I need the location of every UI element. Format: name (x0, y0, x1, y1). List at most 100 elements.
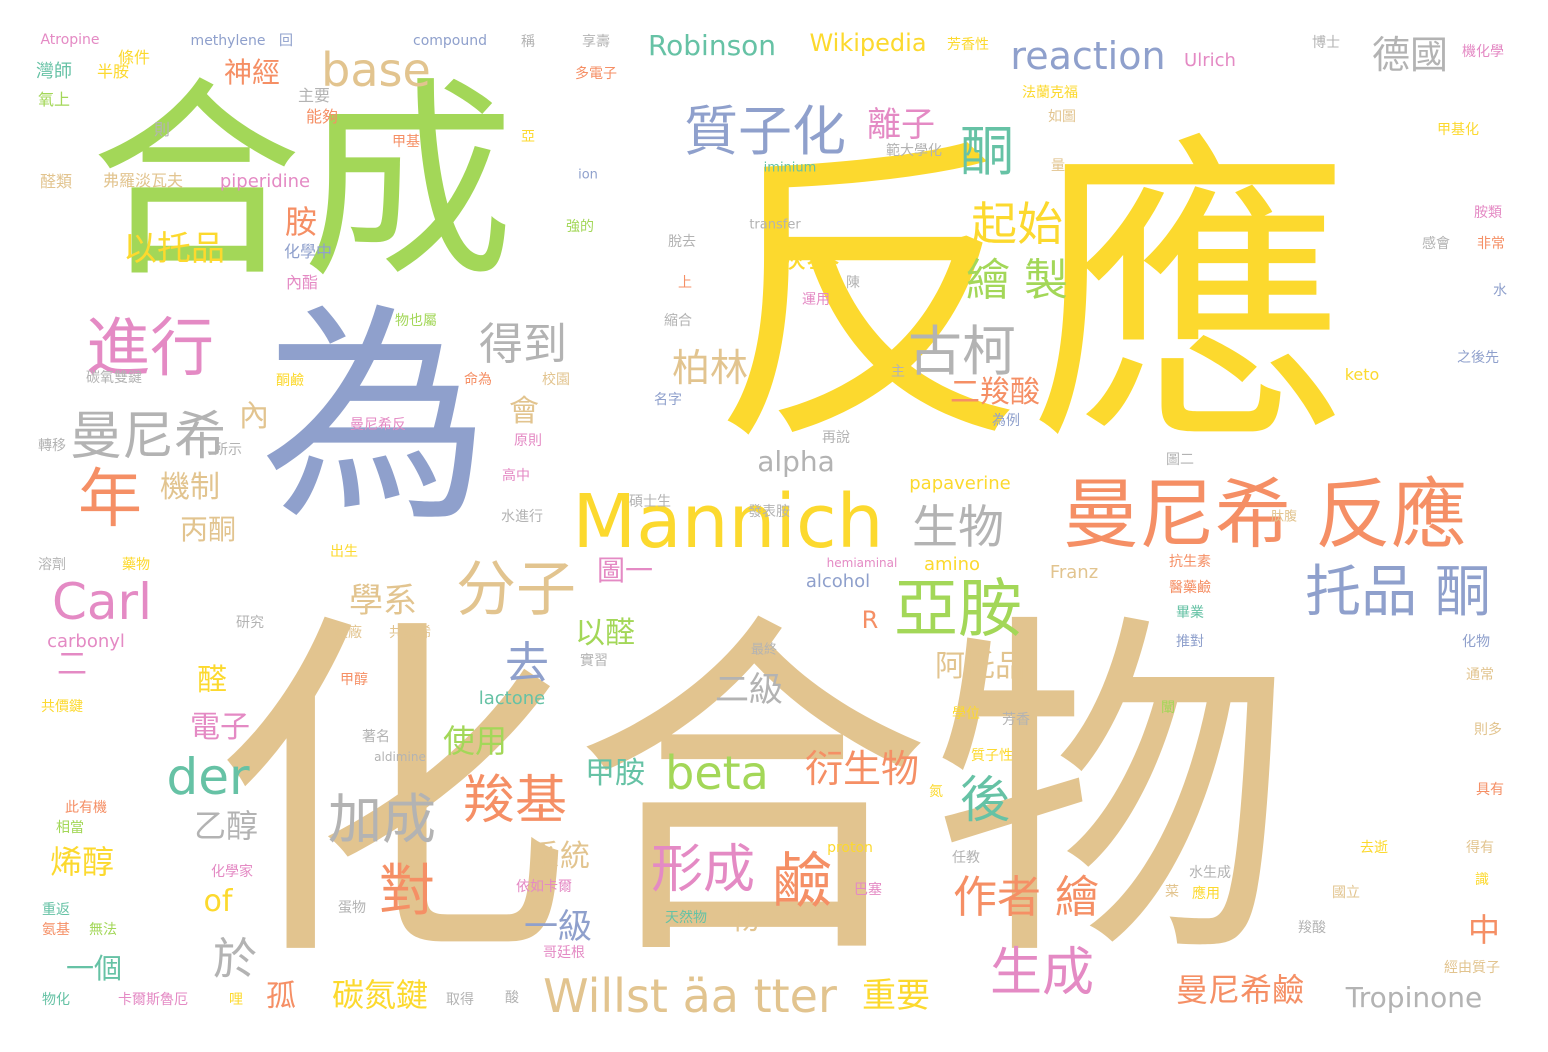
word: 醛 (197, 663, 227, 698)
word: 托品 酮 (1305, 560, 1491, 625)
word: 生物 (912, 500, 1004, 554)
word: 羰基 (772, 236, 840, 276)
word: 羧酸 (1298, 920, 1326, 936)
word: of (203, 884, 233, 919)
word: 形成 (650, 840, 756, 900)
word: 範大學化 (886, 143, 942, 159)
word: 醫藥鹼 (1169, 580, 1211, 596)
word: 內酯 (285, 273, 319, 292)
word: 分子 (456, 555, 576, 625)
word: Franz (1049, 562, 1099, 583)
word: 甲醇 (340, 672, 368, 688)
word: 酮鹼 (276, 373, 304, 389)
word: 溶劑 (38, 557, 66, 573)
word: 轉移 (38, 438, 66, 454)
word: 對 (379, 859, 435, 924)
word: 芳香 (1002, 712, 1030, 728)
word: 共價鍵 (41, 699, 83, 715)
word: 闡 (1161, 700, 1175, 716)
word: 神經 (223, 56, 281, 89)
word: 則多 (1474, 722, 1502, 738)
word: 實習 (580, 653, 608, 669)
word: 藥廠 (334, 625, 362, 641)
word: 藥物 (122, 557, 150, 573)
word: amino (924, 554, 980, 575)
word: Ulrich (1184, 50, 1236, 71)
word: 縮合 (664, 313, 692, 329)
word: 化物 (1462, 634, 1490, 650)
word: 蛋物 (338, 900, 366, 916)
word: 上 (678, 275, 692, 291)
word: 胺 (284, 203, 318, 241)
word: 氨基 (42, 922, 70, 938)
word: 研究 (236, 615, 264, 631)
word: alcohol (805, 571, 871, 592)
word: 一級 (524, 907, 592, 947)
word: 繪 製 (966, 255, 1068, 306)
word: alpha (757, 445, 835, 478)
word: 芳香性 (947, 37, 989, 53)
word: 二羧酸 (950, 375, 1040, 410)
word: 巴塞 (854, 882, 882, 898)
word: 甲胺 (585, 756, 645, 791)
word: hemiaminal (826, 556, 898, 570)
word: 卡爾斯魯厄 (118, 992, 188, 1008)
word: 依如卡爾 (516, 879, 572, 895)
word: 共聚烯 (389, 625, 431, 641)
word: reaction (1010, 34, 1166, 78)
word: 名字 (654, 392, 682, 408)
word: 酮 (960, 120, 1014, 183)
word: 著名 (362, 729, 390, 745)
word: 一個 (65, 952, 123, 985)
word: aldimine (374, 750, 426, 764)
word: 弗羅淡瓦夫 (102, 171, 184, 190)
word: 回 (279, 33, 293, 49)
word: 離子 (867, 105, 935, 145)
word: Mannich (572, 479, 884, 565)
word: 加成 (328, 788, 436, 851)
word: 再說 (822, 430, 850, 446)
word: 化合物 (212, 585, 1292, 1004)
word: 機制 (160, 470, 220, 505)
word: 胺類 (1474, 205, 1502, 221)
word: 出生 (330, 544, 358, 560)
word: 校園 (542, 372, 570, 388)
word: 稱 (521, 34, 535, 50)
word: 合成 (90, 59, 514, 306)
word: 碳氮鍵 (331, 976, 429, 1014)
word: 作者 繪 (953, 872, 1099, 923)
word: 所示 (214, 442, 242, 458)
word: Atropine (40, 32, 100, 48)
word: 條件 (117, 48, 151, 67)
word: 畢業 (1176, 605, 1204, 621)
word: 推對 (1176, 634, 1204, 650)
word: beta (665, 746, 769, 800)
word: 經由質子 (1444, 960, 1500, 976)
word: 運用 (802, 292, 830, 308)
word: keto (1344, 365, 1380, 384)
word: 圖一 (596, 554, 654, 587)
word: 抗生素 (1169, 554, 1211, 570)
word: 進行 (86, 312, 214, 386)
word: 為例 (992, 413, 1020, 429)
word: 應用 (1192, 886, 1220, 902)
word: 高中 (502, 468, 530, 484)
word: 丙酮 (179, 513, 237, 546)
word: 物化 (42, 992, 70, 1008)
word: 天然物 (665, 910, 707, 926)
word: 通常 (1466, 667, 1494, 683)
word: 年 (78, 463, 142, 537)
word: 衍生物 (804, 747, 920, 791)
word: R (861, 606, 879, 634)
word: 物 (730, 902, 760, 937)
word: 亞 (521, 129, 535, 145)
word: 碳氧雙鍵 (86, 370, 142, 386)
word: 機化學 (1462, 44, 1504, 60)
word: 氧上 (37, 90, 71, 109)
word: 如圖 (1048, 109, 1076, 125)
word: transfer (749, 217, 801, 233)
word: 曼尼希鹼 (1175, 971, 1305, 1009)
word: 國立 (1332, 885, 1360, 901)
word: Wikipedia (809, 29, 927, 57)
